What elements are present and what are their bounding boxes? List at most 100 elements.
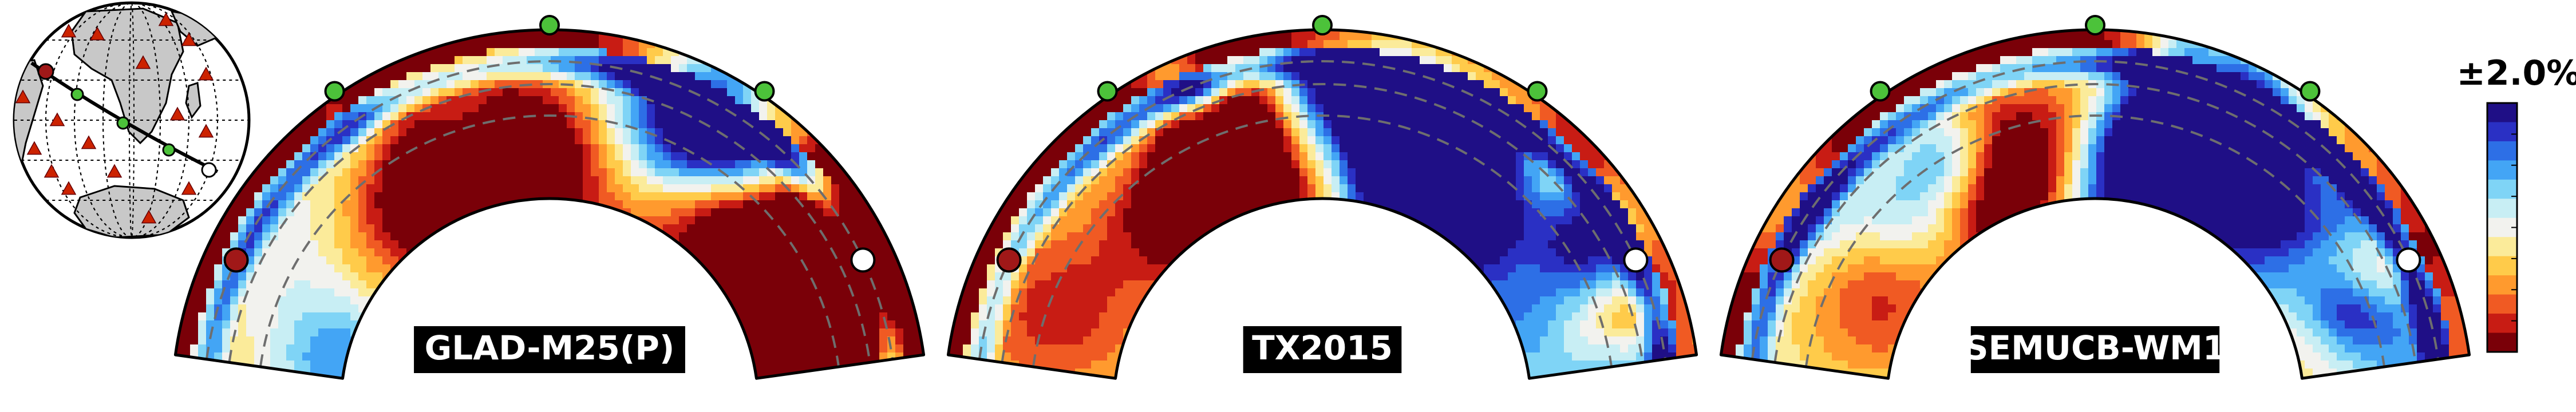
field-cell xyxy=(1548,240,1556,249)
field-cell xyxy=(879,240,888,249)
field-cell xyxy=(1051,272,1060,281)
field-cell xyxy=(607,40,615,49)
field-cell xyxy=(1075,136,1084,145)
field-cell xyxy=(238,224,247,233)
field-cell xyxy=(971,296,979,305)
field-cell xyxy=(1652,280,1661,289)
field-cell xyxy=(775,280,784,289)
field-cell xyxy=(1380,176,1388,185)
field-cell xyxy=(1332,128,1340,137)
field-cell xyxy=(479,144,487,153)
field-cell xyxy=(286,160,295,169)
field-cell xyxy=(979,224,987,233)
field-cell xyxy=(438,136,447,145)
field-cell xyxy=(839,192,848,201)
field-cell xyxy=(751,176,760,185)
field-cell xyxy=(1051,304,1060,313)
field-cell xyxy=(1315,88,1324,97)
field-cell xyxy=(1548,232,1556,241)
field-cell xyxy=(1003,208,1012,217)
field-cell xyxy=(358,288,367,297)
field-cell xyxy=(1259,40,1268,49)
field-cell xyxy=(799,200,808,209)
field-cell xyxy=(535,168,543,177)
field-cell xyxy=(1556,248,1564,257)
field-cell xyxy=(503,120,511,129)
field-cell xyxy=(639,88,647,97)
field-cell xyxy=(503,136,511,145)
field-cell xyxy=(294,192,303,201)
field-cell xyxy=(887,296,896,305)
field-cell xyxy=(390,224,399,233)
field-cell xyxy=(1508,264,1516,273)
field-cell xyxy=(1548,216,1556,225)
field-cell xyxy=(995,224,1003,233)
field-cell xyxy=(695,176,704,185)
field-cell xyxy=(278,272,287,281)
field-cell xyxy=(583,152,591,161)
field-cell xyxy=(711,288,720,297)
field-cell xyxy=(759,304,768,313)
field-cell xyxy=(687,240,696,249)
field-cell xyxy=(1468,200,1476,209)
field-cell xyxy=(679,104,688,113)
field-cell xyxy=(831,320,840,329)
field-cell xyxy=(1508,256,1516,265)
field-cell xyxy=(1516,248,1524,257)
field-cell xyxy=(1011,369,1020,377)
field-cell xyxy=(1267,40,1276,49)
field-cell xyxy=(487,112,495,121)
field-cell xyxy=(831,344,840,353)
field-cell xyxy=(1027,224,1036,233)
field-cell xyxy=(1604,288,1613,297)
field-cell xyxy=(1636,272,1645,281)
field-cell xyxy=(575,120,583,129)
field-cell xyxy=(727,224,736,233)
field-cell xyxy=(567,128,575,137)
field-cell xyxy=(1516,232,1524,241)
field-cell xyxy=(871,224,880,233)
field-cell xyxy=(206,256,215,265)
field-cell xyxy=(1620,232,1629,241)
field-cell xyxy=(1484,136,1492,145)
field-cell xyxy=(1348,120,1356,129)
field-cell xyxy=(1147,200,1156,209)
field-cell xyxy=(438,176,447,185)
field-cell xyxy=(1059,288,1068,297)
field-cell xyxy=(711,248,720,257)
field-cell xyxy=(406,160,415,169)
field-cell xyxy=(1155,56,1164,65)
field-cell xyxy=(1115,312,1124,321)
field-cell xyxy=(1067,352,1076,361)
field-cell xyxy=(1243,216,1252,225)
field-cell xyxy=(1580,344,1589,353)
field-cell xyxy=(1059,280,1068,289)
field-cell xyxy=(583,136,591,145)
field-cell xyxy=(987,352,995,361)
field-cell xyxy=(791,312,800,321)
field-cell xyxy=(1380,56,1388,65)
field-cell xyxy=(791,144,800,153)
field-cell xyxy=(422,64,431,73)
field-cell xyxy=(823,248,832,257)
field-cell xyxy=(1083,248,1092,257)
field-cell xyxy=(911,344,920,353)
field-cell xyxy=(1091,280,1100,289)
field-cell xyxy=(334,304,343,313)
field-cell xyxy=(1011,240,1020,249)
field-cell xyxy=(1003,184,1012,193)
field-cell xyxy=(767,352,776,361)
field-cell xyxy=(254,320,263,329)
field-cell xyxy=(495,152,503,161)
field-cell xyxy=(246,160,255,169)
field-cell xyxy=(1115,184,1124,193)
field-cell xyxy=(1123,272,1132,281)
field-cell xyxy=(1532,136,1540,145)
field-cell xyxy=(1460,64,1468,73)
field-cell xyxy=(607,176,615,185)
field-cell xyxy=(599,168,607,177)
field-cell xyxy=(1412,160,1420,169)
field-cell xyxy=(471,40,479,49)
field-cell xyxy=(631,112,639,121)
field-cell xyxy=(1532,328,1540,337)
